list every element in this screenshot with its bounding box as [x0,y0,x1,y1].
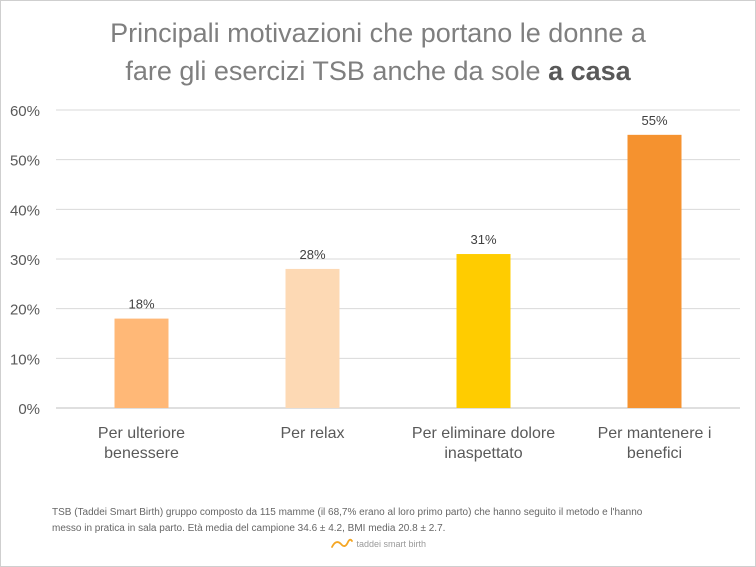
footnote: TSB (Taddei Smart Birth) gruppo composto… [52,505,732,537]
y-tick-label: 0% [18,401,40,418]
logo-swirl-icon [331,538,353,548]
chart-title: Principali motivazioni che portano le do… [0,14,756,90]
y-tick-label: 60% [10,103,40,120]
data-label: 28% [299,247,325,262]
x-tick-label: Per ulteriore benessere [98,425,185,462]
brand-logo: taddei smart birth [330,537,426,551]
x-tick-label: Per eliminare dolore inaspettato [412,425,555,462]
bar [627,134,682,409]
chart-title-line-2: fare gli esercizi TSB anche da sole a ca… [0,52,756,90]
y-tick-label: 10% [10,351,40,368]
data-label: 55% [641,113,667,128]
chart-title-line-1: Principali motivazioni che portano le do… [110,18,646,48]
bar [114,318,169,408]
footnote-line-2: messo in pratica in sala parto. Età medi… [52,523,446,534]
y-axis: 0% 10% 20% 30% 40% 50% 60% [10,103,40,418]
data-labels: 18% 28% 31% 55% [128,113,667,312]
data-label: 31% [470,232,496,247]
chart-title-emphasis: a casa [548,56,631,86]
x-axis: Per ulteriore benessere Per relax Per elimi… [98,425,712,462]
y-tick-label: 30% [10,252,40,269]
logo-text: taddei smart birth [356,539,427,549]
y-tick-label: 20% [10,302,40,319]
x-tick-label: Per mantenere i benefici [598,425,712,462]
x-tick-label: Per relax [280,425,344,442]
y-tick-label: 50% [10,153,40,170]
bar [456,254,511,408]
bar [285,268,340,408]
y-tick-label: 40% [10,202,40,219]
grid-lines [56,109,740,409]
data-label: 18% [128,297,154,312]
chart-title-line-2-normal: fare gli esercizi TSB anche da sole [125,56,549,86]
bars [114,134,682,409]
footnote-line-1: TSB (Taddei Smart Birth) gruppo composto… [52,507,643,518]
